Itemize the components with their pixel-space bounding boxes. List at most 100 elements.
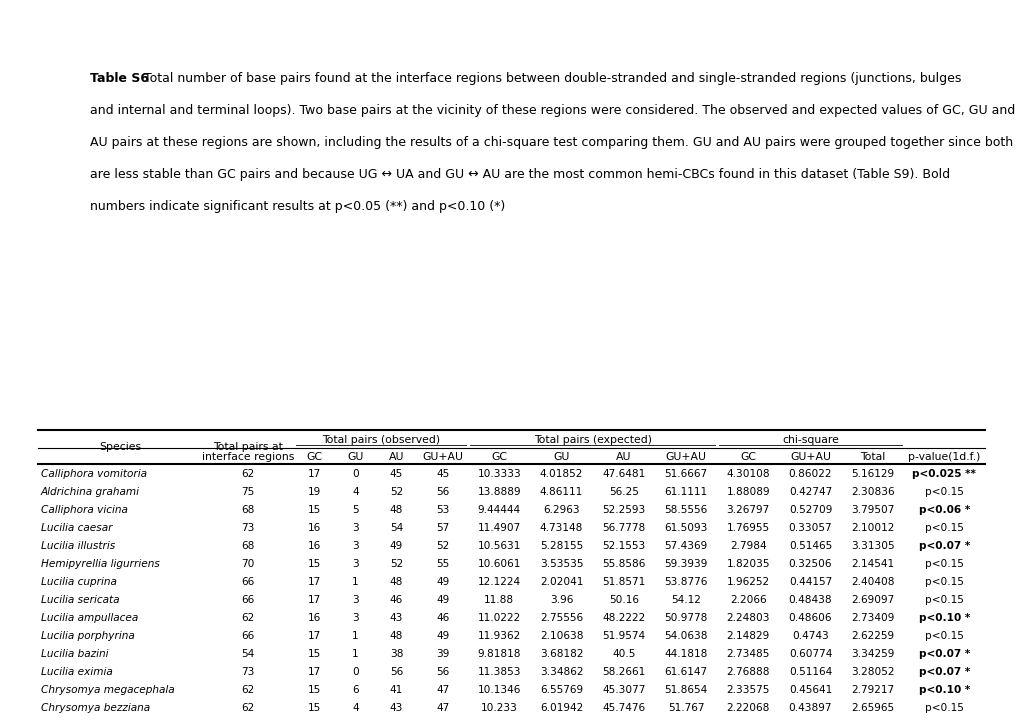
- Text: 10.6061: 10.6061: [477, 559, 521, 569]
- Text: chi-square: chi-square: [782, 435, 838, 445]
- Text: AU: AU: [615, 452, 631, 462]
- Text: 2.33575: 2.33575: [726, 685, 769, 695]
- Text: 3: 3: [352, 559, 359, 569]
- Text: 46: 46: [435, 613, 448, 623]
- Text: p<0.15: p<0.15: [924, 595, 963, 605]
- Text: 51.767: 51.767: [667, 703, 703, 713]
- Text: 3.34259: 3.34259: [850, 649, 894, 659]
- Text: 56.7778: 56.7778: [601, 523, 645, 533]
- Text: 15: 15: [308, 703, 321, 713]
- Text: 52: 52: [389, 487, 403, 497]
- Text: 3: 3: [352, 523, 359, 533]
- Text: 51.9574: 51.9574: [601, 631, 645, 641]
- Text: 61.5093: 61.5093: [663, 523, 707, 533]
- Text: 5.28155: 5.28155: [539, 541, 583, 551]
- Text: 16: 16: [308, 523, 321, 533]
- Text: p<0.07 *: p<0.07 *: [918, 541, 969, 551]
- Text: 1: 1: [352, 649, 359, 659]
- Text: 2.14829: 2.14829: [726, 631, 769, 641]
- Text: 4.86111: 4.86111: [539, 487, 583, 497]
- Text: GC: GC: [306, 452, 322, 462]
- Text: Lucilia cuprina: Lucilia cuprina: [41, 577, 117, 587]
- Text: p<0.15: p<0.15: [924, 703, 963, 713]
- Text: 56: 56: [435, 667, 448, 677]
- Text: 50.16: 50.16: [608, 595, 638, 605]
- Text: 54.0638: 54.0638: [663, 631, 707, 641]
- Text: 11.88: 11.88: [484, 595, 514, 605]
- Text: 11.4907: 11.4907: [477, 523, 521, 533]
- Text: 51.8571: 51.8571: [601, 577, 645, 587]
- Text: 62: 62: [242, 613, 255, 623]
- Text: 4: 4: [352, 487, 359, 497]
- Text: 19: 19: [308, 487, 321, 497]
- Text: 40.5: 40.5: [611, 649, 635, 659]
- Text: 3: 3: [352, 595, 359, 605]
- Text: p<0.10 *: p<0.10 *: [918, 613, 969, 623]
- Text: 13.8889: 13.8889: [477, 487, 521, 497]
- Text: and internal and terminal loops). Two base pairs at the vicinity of these region: and internal and terminal loops). Two ba…: [90, 104, 1014, 117]
- Text: 2.02041: 2.02041: [539, 577, 583, 587]
- Text: 75: 75: [242, 487, 255, 497]
- Text: Calliphora vicina: Calliphora vicina: [41, 505, 127, 515]
- Text: Total pairs (observed): Total pairs (observed): [322, 435, 439, 445]
- Text: 0.52709: 0.52709: [788, 505, 832, 515]
- Text: Lucilia bazini: Lucilia bazini: [41, 649, 108, 659]
- Text: 2.7984: 2.7984: [730, 541, 766, 551]
- Text: 50.9778: 50.9778: [663, 613, 707, 623]
- Text: 55.8586: 55.8586: [601, 559, 645, 569]
- Text: 57.4369: 57.4369: [663, 541, 707, 551]
- Text: 2.24803: 2.24803: [726, 613, 769, 623]
- Text: 2.30836: 2.30836: [850, 487, 894, 497]
- Text: 2.69097: 2.69097: [850, 595, 894, 605]
- Text: 62: 62: [242, 469, 255, 479]
- Text: p<0.15: p<0.15: [924, 523, 963, 533]
- Text: 2.75556: 2.75556: [539, 613, 583, 623]
- Text: interface regions: interface regions: [202, 452, 293, 462]
- Text: Lucilia porphyrina: Lucilia porphyrina: [41, 631, 135, 641]
- Text: 2.65965: 2.65965: [850, 703, 894, 713]
- Text: are less stable than GC pairs and because UG ↔ UA and GU ↔ AU are the most commo: are less stable than GC pairs and becaus…: [90, 168, 949, 181]
- Text: p<0.15: p<0.15: [924, 487, 963, 497]
- Text: Lucilia sericata: Lucilia sericata: [41, 595, 119, 605]
- Text: 11.9362: 11.9362: [477, 631, 521, 641]
- Text: Aldrichina grahami: Aldrichina grahami: [41, 487, 140, 497]
- Text: 2.14541: 2.14541: [850, 559, 894, 569]
- Text: 47: 47: [435, 703, 448, 713]
- Text: 3.96: 3.96: [549, 595, 573, 605]
- Text: 61.1111: 61.1111: [663, 487, 707, 497]
- Text: 39: 39: [435, 649, 448, 659]
- Text: 0.44157: 0.44157: [788, 577, 832, 587]
- Text: 1.82035: 1.82035: [726, 559, 769, 569]
- Text: 51.8654: 51.8654: [663, 685, 707, 695]
- Text: p<0.025 **: p<0.025 **: [912, 469, 975, 479]
- Text: 45.3077: 45.3077: [601, 685, 645, 695]
- Text: AU: AU: [388, 452, 404, 462]
- Text: p<0.15: p<0.15: [924, 559, 963, 569]
- Text: GU+AU: GU+AU: [790, 452, 830, 462]
- Text: 16: 16: [308, 613, 321, 623]
- Text: 49: 49: [435, 577, 448, 587]
- Text: 4: 4: [352, 703, 359, 713]
- Text: 0.45641: 0.45641: [788, 685, 832, 695]
- Text: 66: 66: [242, 577, 255, 587]
- Text: 48: 48: [389, 505, 403, 515]
- Text: 0.48438: 0.48438: [788, 595, 832, 605]
- Text: p<0.10 *: p<0.10 *: [918, 685, 969, 695]
- Text: 73: 73: [242, 667, 255, 677]
- Text: 17: 17: [308, 667, 321, 677]
- Text: p<0.07 *: p<0.07 *: [918, 649, 969, 659]
- Text: 11.3853: 11.3853: [477, 667, 521, 677]
- Text: 2.73485: 2.73485: [726, 649, 769, 659]
- Text: 0.42747: 0.42747: [788, 487, 832, 497]
- Text: 48: 48: [389, 631, 403, 641]
- Text: 3.79507: 3.79507: [850, 505, 894, 515]
- Text: 54.12: 54.12: [671, 595, 700, 605]
- Text: 2.76888: 2.76888: [726, 667, 769, 677]
- Text: 52.1553: 52.1553: [601, 541, 645, 551]
- Text: 4.73148: 4.73148: [539, 523, 583, 533]
- Text: 3.68182: 3.68182: [539, 649, 583, 659]
- Text: GC: GC: [491, 452, 506, 462]
- Text: Total pairs (expected): Total pairs (expected): [533, 435, 651, 445]
- Text: 3.28052: 3.28052: [850, 667, 894, 677]
- Text: 16: 16: [308, 541, 321, 551]
